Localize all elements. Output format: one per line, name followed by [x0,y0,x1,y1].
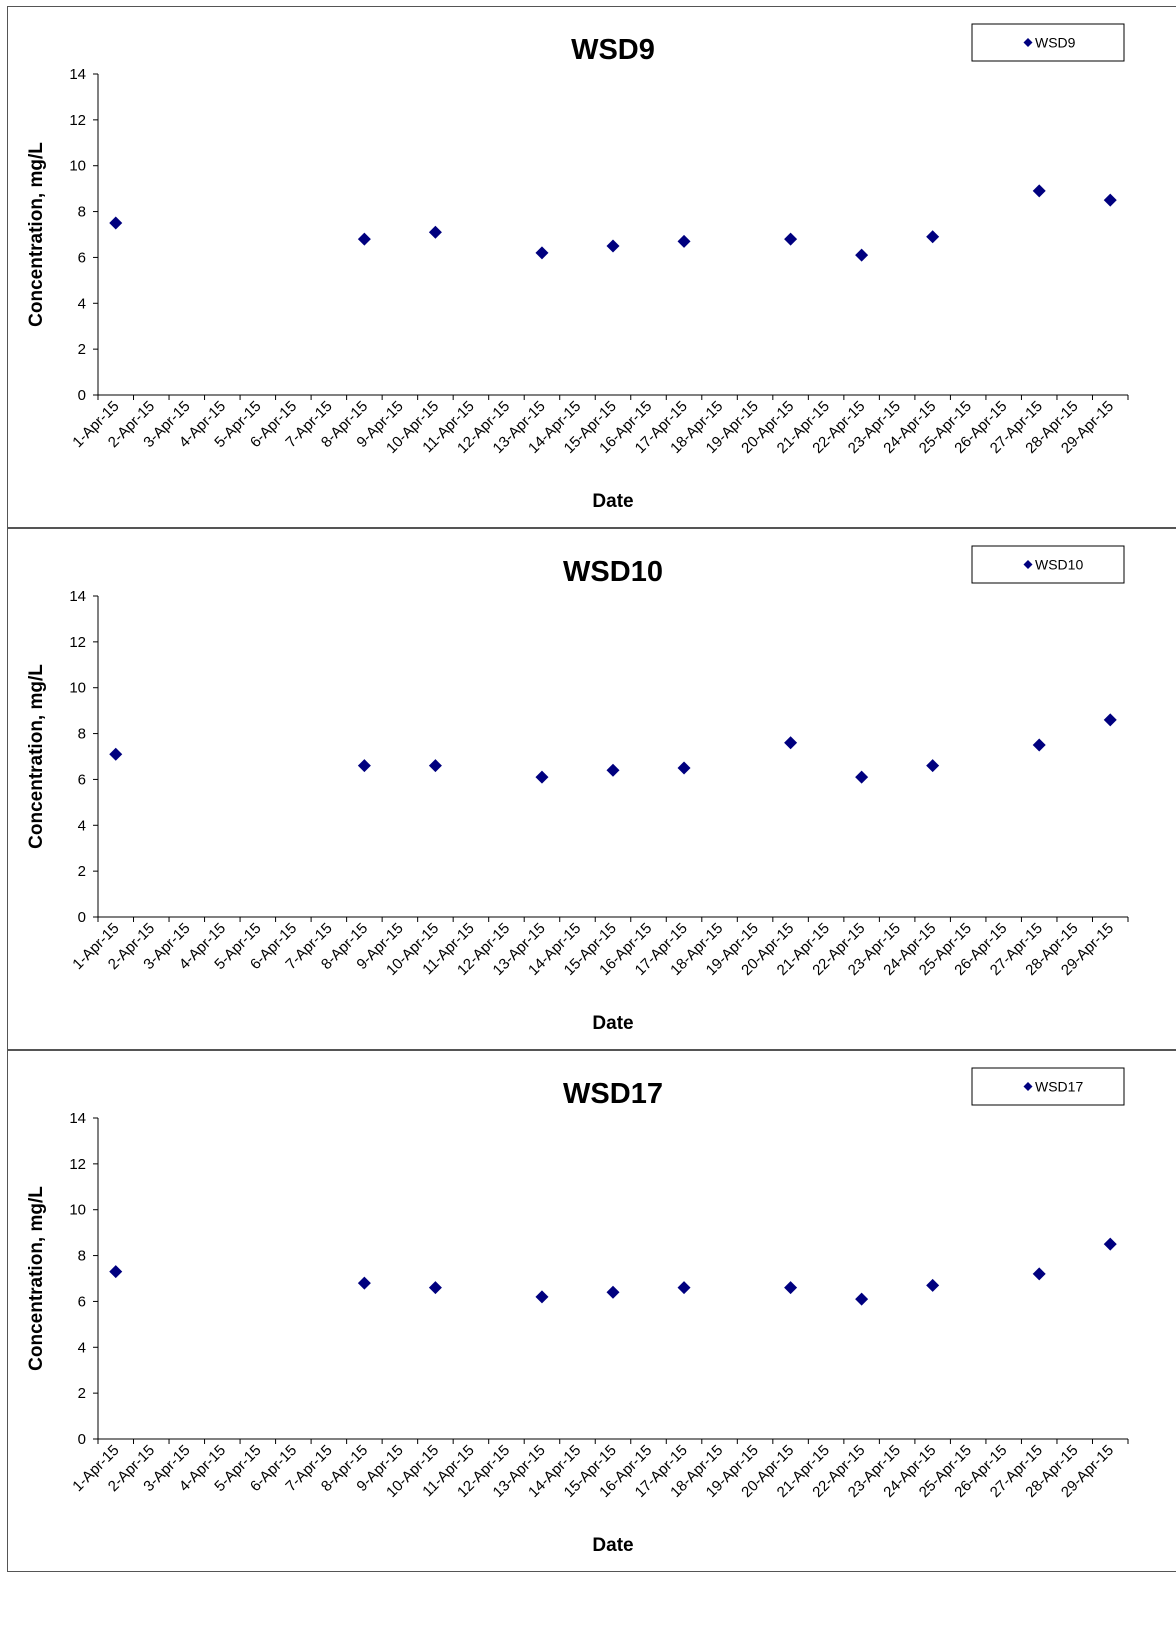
y-axis-label: Concentration, mg/L [26,664,47,849]
y-tick-label: 2 [78,863,86,880]
data-point [926,1278,940,1292]
y-tick-label: 12 [69,634,86,651]
data-point [606,1285,620,1299]
data-point [1103,193,1117,207]
y-tick-label: 10 [69,680,86,697]
data-point [109,216,123,230]
data-point [357,232,371,246]
y-tick-label: 8 [78,204,86,221]
y-axis-label: Concentration, mg/L [26,1186,47,1371]
x-axis-label: Date [592,1535,633,1556]
y-tick-label: 6 [78,771,86,788]
chart-panel: WSD17 0 2 4 6 8 10 12 14 1-Apr-15 2-Apr-15 3-Apr-15… [7,1050,1176,1572]
x-axis-label: Date [592,1013,633,1034]
y-axis-label: Concentration, mg/L [26,142,47,327]
data-point [784,1281,798,1295]
y-tick-label: 8 [78,726,86,743]
chart-panel: WSD9 0 2 4 6 8 10 12 14 1-Apr-15 2-Apr-15 3-Apr-15 4… [7,6,1176,528]
data-point [855,770,869,784]
legend: WSD10 [971,545,1125,584]
data-point [926,230,940,244]
data-point [109,1265,123,1279]
y-tick-label: 0 [78,909,86,926]
data-point [784,736,798,750]
data-point [855,248,869,262]
chart-title: WSD9 [571,34,655,66]
legend: WSD17 [971,1067,1125,1106]
chart-svg: WSD17024681012141-Apr-152-Apr-153-Apr-15… [26,1067,1129,1556]
x-axis-label: Date [592,491,633,512]
legend-label: WSD17 [1035,1079,1083,1095]
y-tick-label: 12 [69,1156,86,1173]
legend-label: WSD9 [1035,35,1076,51]
data-point [535,1290,549,1304]
y-tick-label: 4 [78,1339,86,1356]
chart-svg: WSD9024681012141-Apr-152-Apr-153-Apr-154… [26,23,1129,512]
legend-label: WSD10 [1035,557,1083,573]
data-point [1103,1237,1117,1251]
y-tick-label: 8 [78,1248,86,1265]
legend-marker [1023,38,1033,47]
data-point [784,232,798,246]
chart-svg: WSD10024681012141-Apr-152-Apr-153-Apr-15… [26,545,1129,1034]
y-tick-label: 4 [78,817,86,834]
legend-box [971,1067,1125,1106]
data-point [855,1292,869,1306]
data-point [535,770,549,784]
legend-marker [1023,560,1033,569]
y-tick-label: 10 [69,1202,86,1219]
data-point [1032,738,1046,752]
data-point [926,759,940,773]
data-point [677,1281,691,1295]
y-tick-label: 14 [69,588,86,605]
y-tick-label: 14 [69,1110,86,1127]
chart-panel: WSD10 0 2 4 6 8 10 12 14 1-Apr-15 2-Apr-15 3-Apr-15… [7,528,1176,1050]
legend-box [971,23,1125,62]
data-point [428,1281,442,1295]
data-point [606,763,620,777]
y-tick-label: 10 [69,158,86,175]
data-point [535,246,549,260]
legend-box [971,545,1125,584]
legend-marker [1023,1082,1033,1091]
y-tick-label: 0 [78,387,86,404]
data-point [428,225,442,239]
data-point [428,759,442,773]
y-tick-label: 6 [78,1293,86,1310]
data-point [606,239,620,253]
y-tick-label: 0 [78,1431,86,1448]
legend: WSD9 [971,23,1125,62]
data-point [1103,713,1117,727]
y-tick-label: 4 [78,295,86,312]
data-point [357,759,371,773]
data-point [677,234,691,248]
data-point [357,1276,371,1290]
y-tick-label: 2 [78,341,86,358]
data-point [1032,184,1046,198]
data-point [109,747,123,761]
data-point [677,761,691,775]
y-tick-label: 6 [78,249,86,266]
chart-title: WSD10 [563,556,663,588]
chart-title: WSD17 [563,1078,663,1110]
y-tick-label: 14 [69,66,86,83]
y-tick-label: 12 [69,112,86,129]
data-point [1032,1267,1046,1281]
y-tick-label: 2 [78,1385,86,1402]
